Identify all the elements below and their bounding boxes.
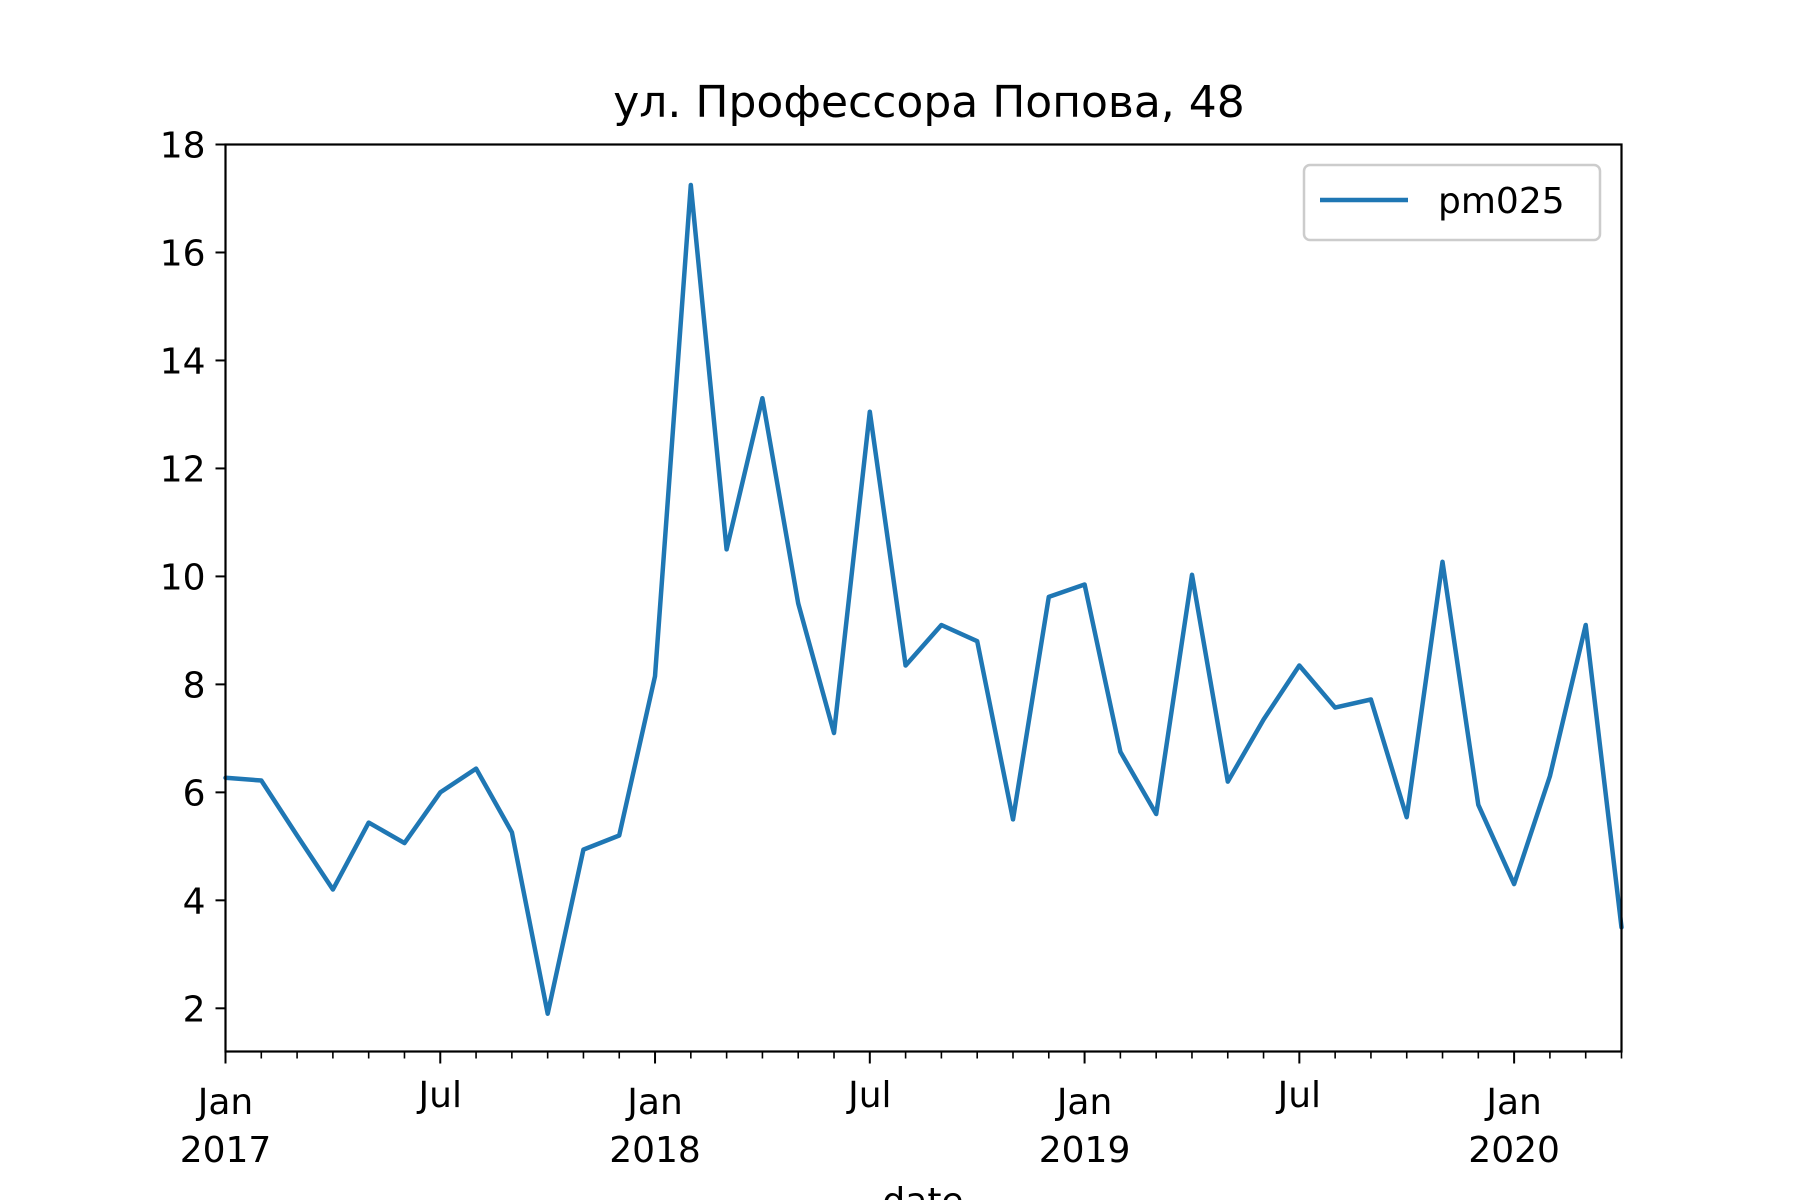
y-tick-label: 2 <box>183 989 206 1030</box>
plot-frame <box>224 143 1623 1053</box>
x-tick-month-label: Jul <box>846 1075 891 1116</box>
y-tick-label: 12 <box>160 449 206 490</box>
y-tick-label: 8 <box>183 665 206 706</box>
y-tick-label: 6 <box>183 773 206 814</box>
y-tick-label: 14 <box>160 341 206 382</box>
legend: pm025 <box>1302 163 1602 242</box>
y-tick-label: 18 <box>160 126 206 167</box>
legend-box <box>1302 163 1602 242</box>
x-tick-month-label: Jan <box>1055 1082 1113 1123</box>
series-line-pm025 <box>223 182 1624 1016</box>
series-layer <box>223 182 1624 1016</box>
x-tick-year-label: 2018 <box>609 1130 701 1171</box>
legend-label-pm025: pm025 <box>1438 181 1565 222</box>
x-tick-month-label: Jul <box>1276 1075 1321 1116</box>
x-tick-month-label: Jan <box>625 1082 683 1123</box>
y-tick-label: 4 <box>183 881 206 922</box>
y-tick-label: 16 <box>160 233 206 274</box>
y-axis: 2 4 6 8 10 12 14 16 18 <box>160 126 226 1030</box>
x-tick-month-label: Jul <box>417 1075 462 1116</box>
x-tick-month-label: Jan <box>196 1082 254 1123</box>
y-tick-label: 10 <box>160 557 206 598</box>
chart-title: ул. Профессора Попова, 48 <box>613 77 1245 128</box>
x-tick-year-label: 2020 <box>1468 1130 1560 1171</box>
x-tick-year-label: 2017 <box>180 1130 272 1171</box>
x-axis: Jan 2017 Jul Jan 2018 Jul Jan 2019 Jul Jan 2020 <box>180 1051 1623 1171</box>
x-axis-label: date <box>882 1181 963 1200</box>
x-tick-year-label: 2019 <box>1039 1130 1131 1171</box>
x-tick-month-label: Jan <box>1484 1082 1542 1123</box>
